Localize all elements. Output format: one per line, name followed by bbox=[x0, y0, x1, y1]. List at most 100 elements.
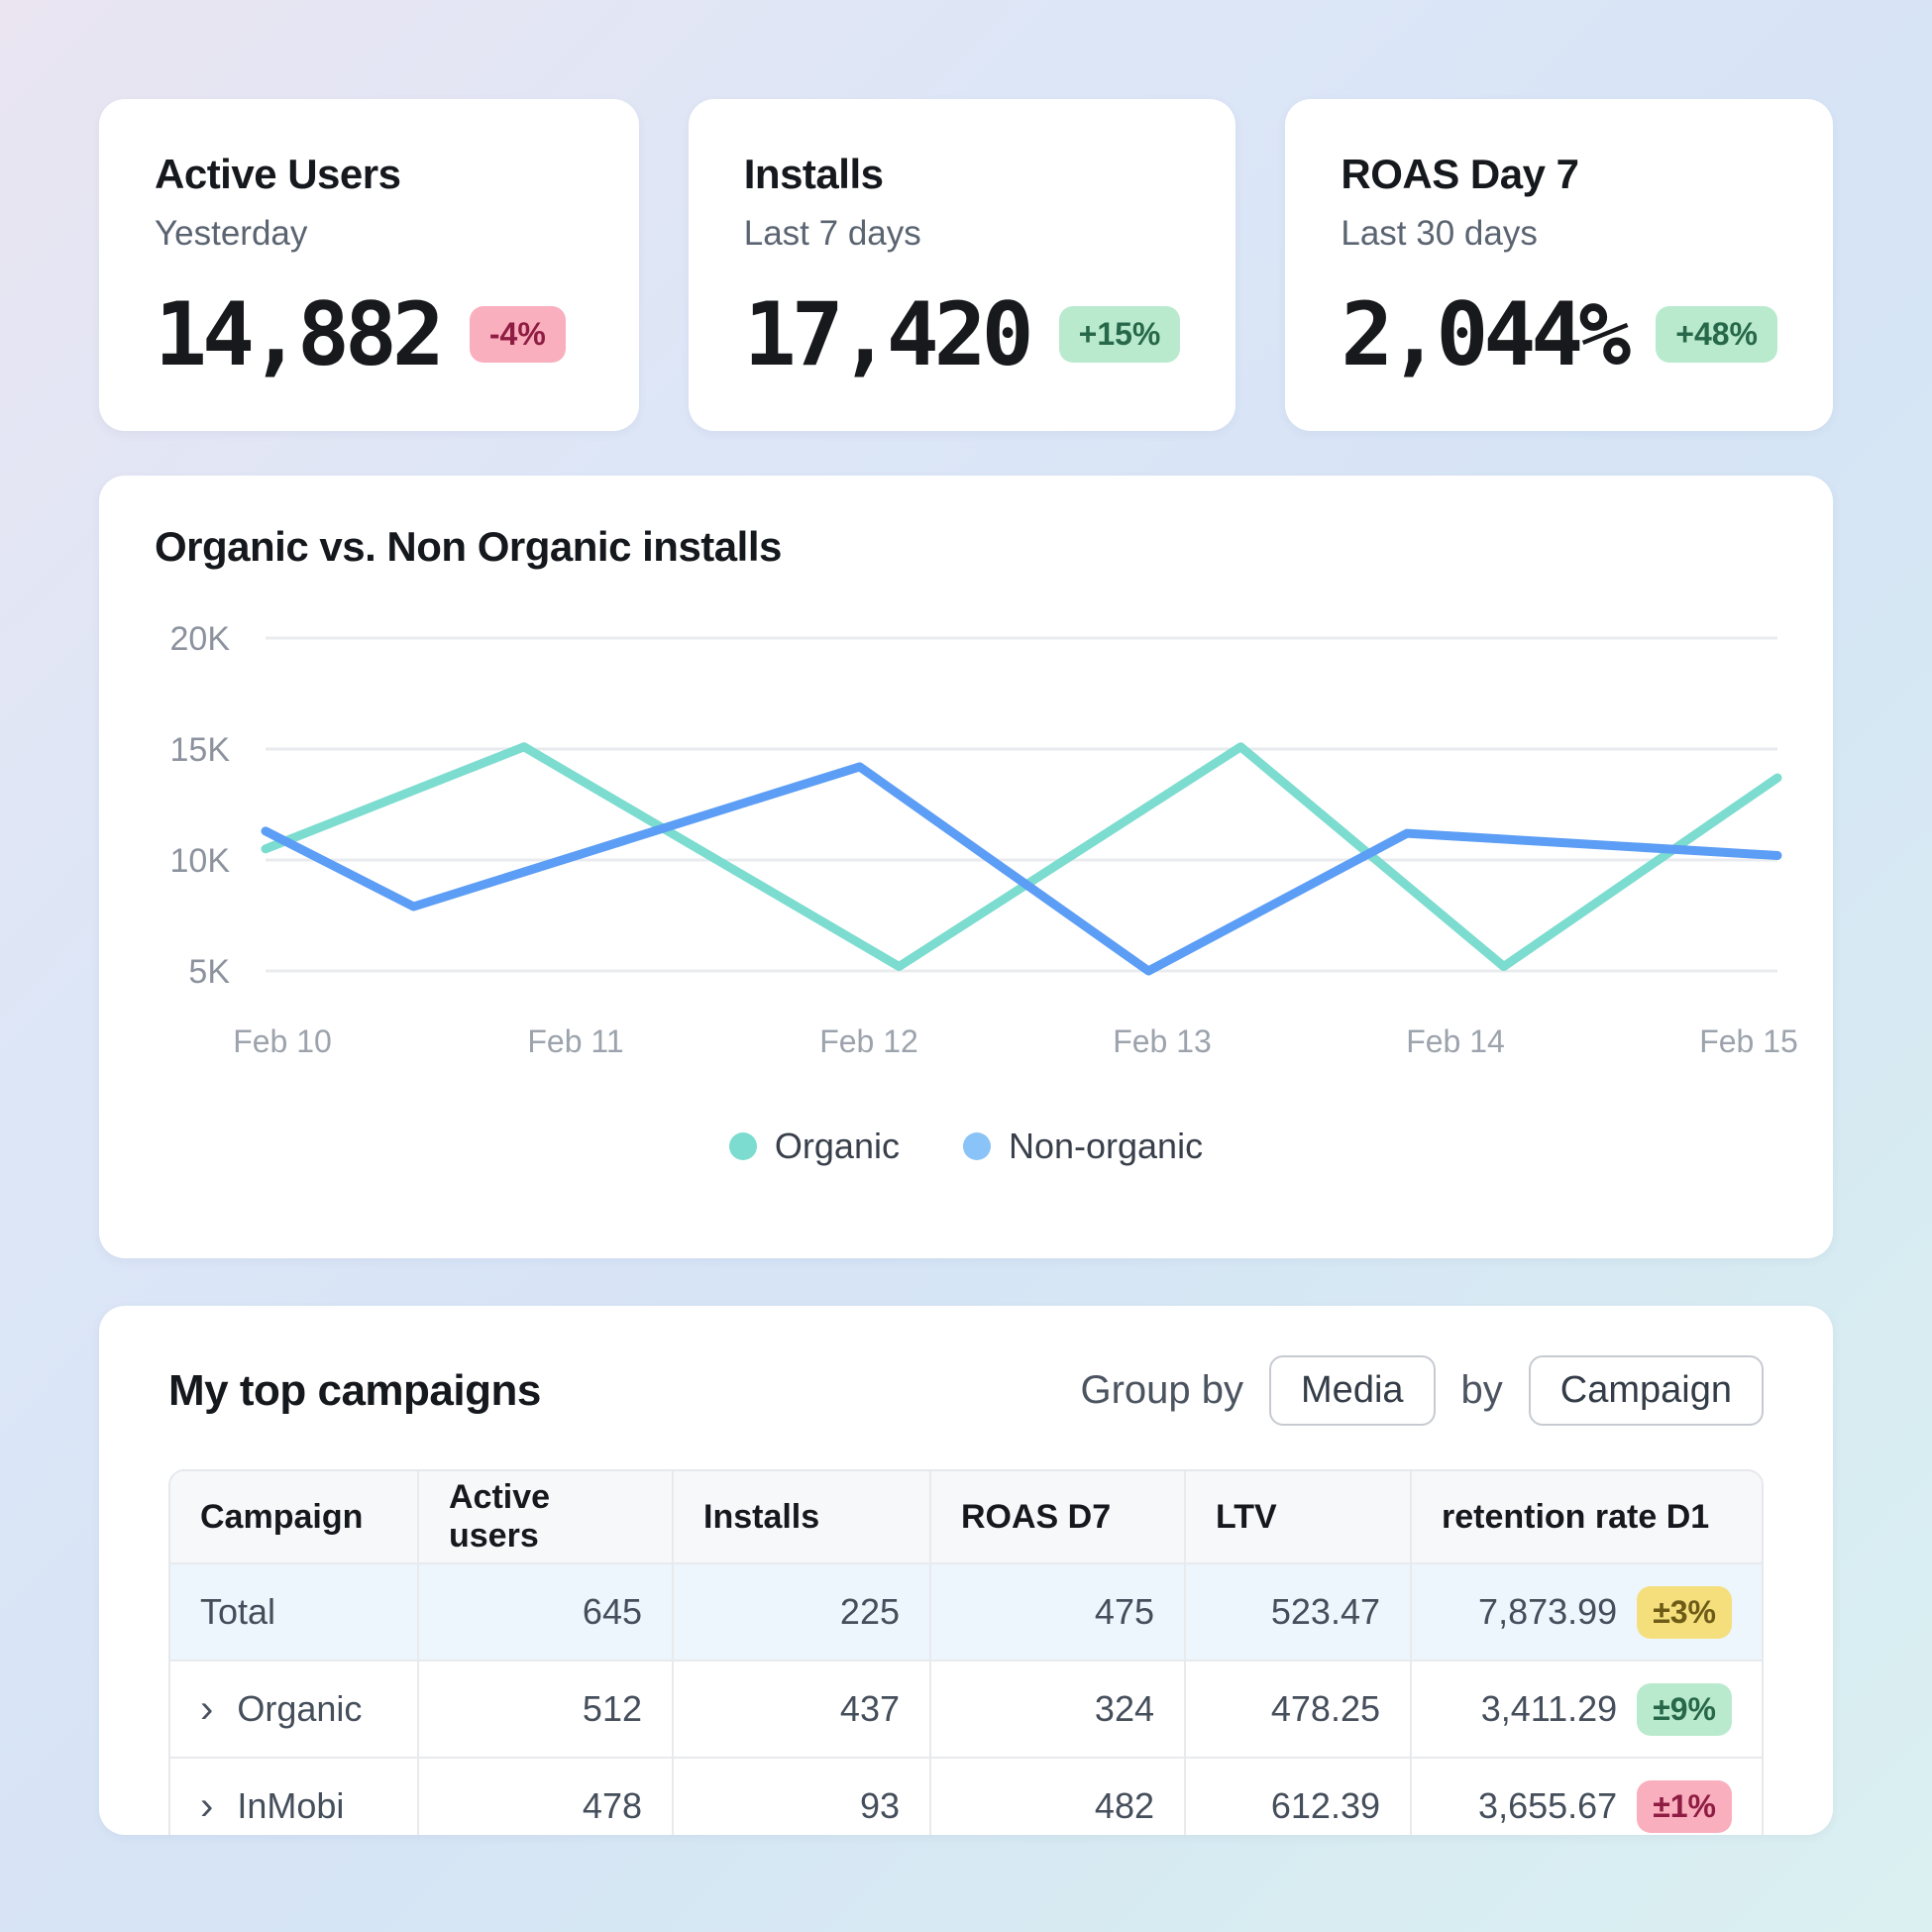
legend-item-non-organic[interactable]: Non-organic bbox=[962, 1126, 1204, 1167]
table-row-organic[interactable]: › Organic 512 437 324 478.25 3,411.29 ±9% bbox=[170, 1660, 1762, 1757]
kpi-subtitle: Yesterday bbox=[155, 214, 308, 253]
group-by-media-button[interactable]: Media bbox=[1269, 1355, 1436, 1426]
series-line-organic bbox=[261, 742, 1782, 971]
x-axis-tick-label: Feb 11 bbox=[527, 1023, 623, 1059]
cell-value: 437 bbox=[839, 1688, 900, 1729]
group-by-controls: Group by Media by Campaign bbox=[1080, 1355, 1764, 1426]
kpi-card-roas-day7: ROAS Day 7 Last 30 days 2,044% +48% bbox=[1285, 99, 1833, 431]
column-header-ltv[interactable]: LTV bbox=[1186, 1471, 1412, 1562]
cell-active-users: 478 bbox=[419, 1759, 674, 1835]
cell-retention-rate-d1: 3,411.29 ±9% bbox=[1412, 1662, 1762, 1757]
kpi-subtitle: Last 7 days bbox=[743, 214, 921, 253]
table-header-bar: My top campaigns Group by Media by Campa… bbox=[168, 1355, 1764, 1426]
column-header-campaign[interactable]: Campaign bbox=[170, 1471, 419, 1562]
legend-dot-icon bbox=[728, 1132, 757, 1160]
kpi-change-badge: -4% bbox=[469, 306, 566, 363]
y-axis-tick-label: 10K bbox=[170, 842, 231, 880]
cell-value: 7,873.99 bbox=[1478, 1591, 1618, 1632]
x-axis-tick-label: Feb 12 bbox=[819, 1023, 918, 1059]
kpi-title: Active Users bbox=[155, 151, 401, 197]
y-axis-tick-label: 15K bbox=[170, 731, 231, 769]
chart-title: Organic vs. Non Organic installs bbox=[155, 523, 782, 570]
cell-campaign: Total bbox=[170, 1564, 419, 1660]
cell-value: 3,655.67 bbox=[1478, 1785, 1618, 1826]
cell-value: 3,411.29 bbox=[1480, 1688, 1618, 1729]
kpi-value-row: 2,044% +48% bbox=[1341, 283, 1777, 385]
cell-value: 645 bbox=[582, 1591, 642, 1632]
column-header-retention-rate-d1[interactable]: retention rate D1 bbox=[1442, 1497, 1710, 1536]
cell-value: 225 bbox=[839, 1591, 900, 1632]
legend-label: Organic bbox=[774, 1126, 900, 1166]
analytics-dashboard: Active Users Yesterday 14,882 -4% Instal… bbox=[99, 99, 1833, 1835]
cell-roas-d7: 324 bbox=[931, 1662, 1186, 1757]
table-row-inmobi[interactable]: › InMobi 478 93 482 612.39 3,655.67 ±1% bbox=[170, 1757, 1762, 1835]
cell-roas-d7: 482 bbox=[931, 1759, 1186, 1835]
legend-item-organic[interactable]: Organic bbox=[728, 1126, 900, 1167]
column-header-installs[interactable]: Installs bbox=[674, 1471, 931, 1562]
column-header-active-users[interactable]: Active users bbox=[419, 1471, 674, 1562]
expand-chevron-icon[interactable]: › bbox=[200, 1784, 214, 1828]
cell-ltv: 523.47 bbox=[1186, 1564, 1412, 1660]
cell-active-users: 645 bbox=[419, 1564, 674, 1660]
retention-badge: ±1% bbox=[1637, 1779, 1732, 1833]
chart-legend: Organic Non-organic bbox=[155, 1126, 1777, 1167]
campaign-name: InMobi bbox=[237, 1785, 345, 1826]
cell-installs: 93 bbox=[674, 1759, 931, 1835]
kpi-card-active-users: Active Users Yesterday 14,882 -4% bbox=[99, 99, 639, 431]
installs-chart-card: Organic vs. Non Organic installs 20K 15K 1… bbox=[99, 476, 1833, 1258]
x-axis-tick-label: Feb 15 bbox=[1699, 1023, 1798, 1059]
cell-value: 482 bbox=[1094, 1785, 1154, 1826]
kpi-value-row: 14,882 -4% bbox=[155, 283, 584, 385]
kpi-value: 2,044% bbox=[1341, 283, 1631, 385]
group-by-label: Group by bbox=[1080, 1368, 1244, 1412]
kpi-value: 14,882 bbox=[155, 283, 445, 385]
cell-value: 523.47 bbox=[1270, 1591, 1380, 1632]
campaign-name: Total bbox=[200, 1591, 276, 1632]
cell-value: 512 bbox=[582, 1688, 642, 1729]
cell-roas-d7: 475 bbox=[931, 1564, 1186, 1660]
cell-value: 475 bbox=[1094, 1591, 1154, 1632]
kpi-value-row: 17,420 +15% bbox=[744, 283, 1181, 385]
cell-value: 93 bbox=[859, 1785, 900, 1826]
table-header-row: Campaign Active users Installs ROAS D7 LTV re… bbox=[170, 1471, 1762, 1562]
kpi-change-badge: +15% bbox=[1058, 306, 1181, 363]
expand-chevron-icon[interactable]: › bbox=[200, 1687, 214, 1731]
kpi-title: Installs bbox=[743, 151, 884, 197]
cell-ltv: 478.25 bbox=[1186, 1662, 1412, 1757]
cell-value: 478.25 bbox=[1270, 1688, 1380, 1729]
cell-value: 324 bbox=[1094, 1688, 1154, 1729]
cell-campaign: › InMobi bbox=[170, 1759, 419, 1835]
cell-value: 612.39 bbox=[1270, 1785, 1380, 1826]
x-axis-tick-label: Feb 14 bbox=[1406, 1023, 1505, 1059]
table-title: My top campaigns bbox=[168, 1365, 541, 1415]
table-row-total[interactable]: Total 645 225 475 523.47 7,873.99 ±3% bbox=[170, 1562, 1762, 1660]
cell-active-users: 512 bbox=[419, 1662, 674, 1757]
column-header-roas-d7[interactable]: ROAS D7 bbox=[931, 1471, 1186, 1562]
top-campaigns-card: My top campaigns Group by Media by Campa… bbox=[99, 1306, 1833, 1835]
legend-dot-icon bbox=[962, 1132, 991, 1160]
y-axis-tick-label: 20K bbox=[170, 620, 231, 658]
cell-installs: 225 bbox=[674, 1564, 931, 1660]
group-by-connector: by bbox=[1460, 1368, 1503, 1412]
x-axis-tick-label: Feb 10 bbox=[233, 1023, 332, 1059]
cell-installs: 437 bbox=[674, 1662, 931, 1757]
campaigns-table: Campaign Active users Installs ROAS D7 LTV re… bbox=[168, 1469, 1764, 1835]
series-line-non-organic bbox=[261, 762, 1782, 976]
cell-value: 478 bbox=[582, 1785, 642, 1826]
cell-campaign: › Organic bbox=[170, 1662, 419, 1757]
legend-label: Non-organic bbox=[1008, 1126, 1204, 1166]
kpi-title: ROAS Day 7 bbox=[1341, 151, 1579, 197]
retention-badge: ±3% bbox=[1637, 1585, 1732, 1639]
cell-retention-rate-d1: 7,873.99 ±3% bbox=[1412, 1564, 1762, 1660]
kpi-change-badge: +48% bbox=[1656, 306, 1777, 363]
group-by-campaign-button[interactable]: Campaign bbox=[1528, 1355, 1764, 1426]
kpi-value: 17,420 bbox=[743, 283, 1034, 385]
cell-ltv: 612.39 bbox=[1186, 1759, 1412, 1835]
cell-retention-rate-d1: 3,655.67 ±1% bbox=[1412, 1759, 1762, 1835]
x-axis-tick-label: Feb 13 bbox=[1113, 1023, 1212, 1059]
campaign-name: Organic bbox=[237, 1688, 363, 1729]
retention-badge: ±9% bbox=[1637, 1682, 1732, 1736]
kpi-subtitle: Last 30 days bbox=[1341, 214, 1538, 253]
y-axis-tick-label: 5K bbox=[188, 953, 230, 991]
